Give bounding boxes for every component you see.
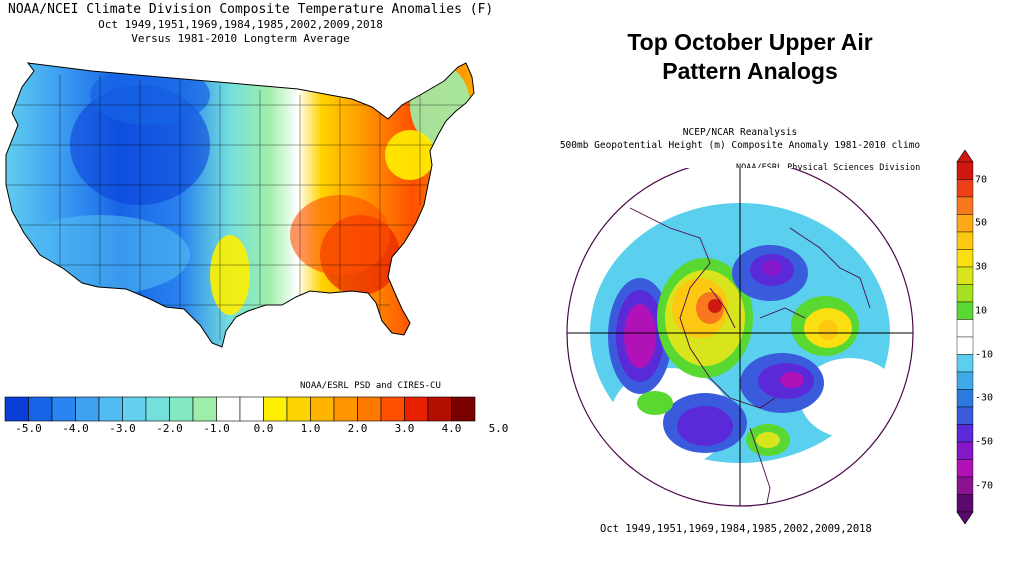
right-heading: Top October Upper Air Pattern Analogs	[560, 28, 940, 86]
colorbar-swatch	[4, 396, 29, 422]
colorbar-max-arrow	[956, 150, 974, 163]
colorbar-tick-label: -30	[975, 392, 994, 404]
colorbar-swatch	[956, 284, 974, 303]
colorbar-tick-label: 70	[975, 174, 988, 185]
colorbar-tick-label: -50	[975, 436, 994, 448]
colorbar-swatch	[357, 396, 382, 422]
colorbar-min-arrow	[956, 511, 974, 525]
colorbar-swatch	[956, 336, 974, 355]
colorbar-swatch	[451, 396, 476, 422]
colorbar-swatch	[956, 231, 974, 250]
colorbar-tick-label: 0.0	[253, 422, 274, 435]
colorbar-swatch	[956, 301, 974, 320]
colorbar-swatch	[286, 396, 311, 422]
reanalysis-line2: 500mb Geopotential Height (m) Composite …	[559, 140, 921, 151]
right-heading-line1: Top October Upper Air	[627, 29, 873, 55]
reanalysis-subtitle: NCEP/NCAR Reanalysis 500mb Geopotential …	[520, 126, 960, 152]
right-heading-line2: Pattern Analogs	[662, 58, 838, 84]
colorbar-tick-label: 3.0	[394, 422, 415, 435]
colorbar-tick-label: 50	[975, 217, 988, 229]
colorbar-swatch	[169, 396, 194, 422]
colorbar-swatch	[310, 396, 335, 422]
colorbar-swatch	[956, 476, 974, 495]
colorbar-tick-label: 30	[975, 261, 988, 273]
left-map-title: NOAA/NCEI Climate Division Composite Tem…	[8, 2, 494, 46]
colorbar-swatch	[239, 396, 264, 422]
colorbar-swatch	[404, 396, 429, 422]
colorbar-swatch	[956, 389, 974, 408]
colorbar-tick-label: -5.0	[15, 422, 42, 435]
colorbar-swatch	[956, 161, 974, 180]
left-title-line3: Versus 1981-2010 Longterm Average	[131, 32, 350, 45]
colorbar-swatch	[956, 459, 974, 478]
colorbar-tick-label: 4.0	[441, 422, 462, 435]
colorbar-tick-label: 5.0	[488, 422, 509, 435]
colorbar-swatch	[956, 354, 974, 373]
colorbar-tick-label: 2.0	[347, 422, 368, 435]
colorbar-swatch	[192, 396, 217, 422]
colorbar-swatch	[956, 214, 974, 233]
colorbar-swatch	[216, 396, 241, 422]
colorbar-tick-label: -4.0	[62, 422, 89, 435]
psd-credit: NOAA/ESRL Physical Sciences Division	[736, 163, 921, 173]
colorbar-tick-label: 1.0	[300, 422, 321, 435]
colorbar-swatch	[956, 406, 974, 425]
colorbar-swatch	[956, 319, 974, 338]
colorbar-swatch	[380, 396, 405, 422]
colorbar-tick-label: -10	[975, 349, 994, 360]
left-title-line2: Oct 1949,1951,1969,1984,1985,2002,2009,2…	[98, 18, 383, 31]
colorbar-swatch	[427, 396, 452, 422]
colorbar-swatch	[956, 424, 974, 443]
colorbar-tick-label: -70	[975, 480, 994, 492]
colorbar-swatch	[956, 441, 974, 460]
colorbar-swatch	[956, 249, 974, 268]
colorbar-swatch	[28, 396, 53, 422]
colorbar-swatch	[122, 396, 147, 422]
reanalysis-line1: NCEP/NCAR Reanalysis	[682, 127, 798, 138]
temperature-colorbar-ticks: -5.0 -4.0 -3.0 -2.0 -1.0 0.0 1.0 2.0 3.0 4.0 5.0	[4, 422, 508, 438]
colorbar-tick-label: -1.0	[203, 422, 230, 435]
right-footer: Oct 1949,1951,1969,1984,1985,2002,2009,2…	[600, 523, 872, 535]
colorbar-swatch	[51, 396, 76, 422]
polar-height-anomaly-map	[566, 168, 914, 507]
colorbar-tick-label: -2.0	[156, 422, 183, 435]
colorbar-swatch	[956, 179, 974, 198]
colorbar-swatch	[956, 266, 974, 285]
height-colorbar-ticks: 70 50 30 10 -10 -30 -50 -70	[975, 150, 1015, 525]
colorbar-tick-label: -3.0	[109, 422, 136, 435]
colorbar-swatch	[956, 196, 974, 215]
temperature-colorbar	[4, 396, 476, 422]
height-anomaly-colorbar	[956, 150, 974, 525]
colorbar-swatch	[145, 396, 170, 422]
colorbar-tick-label: 10	[975, 305, 988, 317]
colorbar-swatch	[75, 396, 100, 422]
left-credit: NOAA/ESRL PSD and CIRES-CU	[300, 381, 441, 391]
left-title-line1: NOAA/NCEI Climate Division Composite Tem…	[8, 2, 494, 17]
colorbar-swatch	[956, 494, 974, 513]
us-temperature-anomaly-map	[5, 62, 475, 348]
colorbar-swatch	[263, 396, 288, 422]
colorbar-swatch	[333, 396, 358, 422]
colorbar-swatch	[956, 371, 974, 390]
colorbar-swatch	[98, 396, 123, 422]
